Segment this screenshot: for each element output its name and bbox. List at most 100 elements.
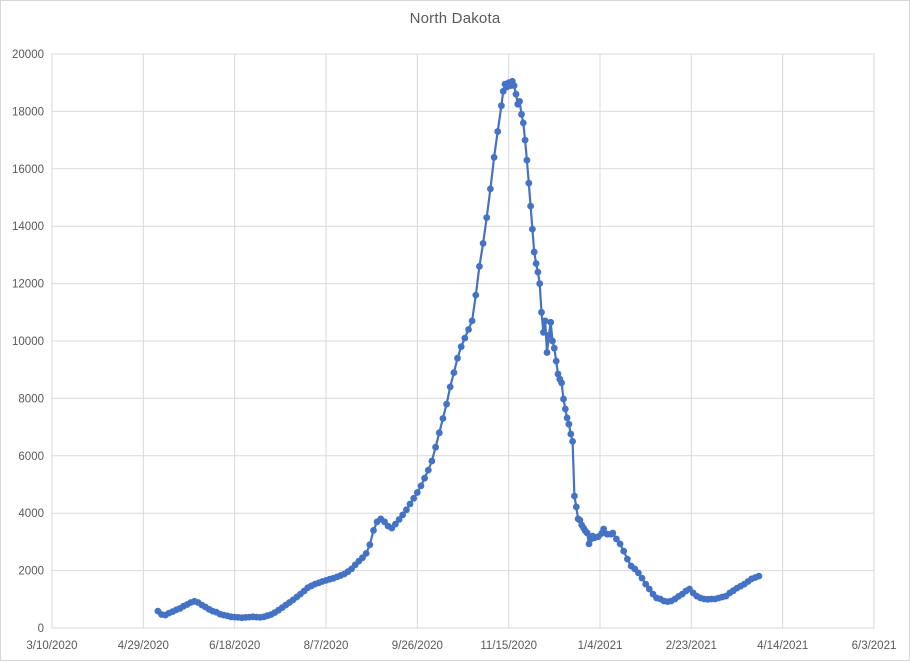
x-axis-tick-label: 9/26/2020 (392, 640, 443, 652)
data-point (512, 90, 520, 98)
y-axis-tick-label: 6000 (18, 451, 44, 463)
data-point (432, 443, 439, 451)
data-point (450, 369, 458, 376)
data-point (439, 415, 447, 422)
data-point (494, 128, 502, 135)
data-point (417, 482, 425, 490)
data-point (421, 474, 428, 482)
data-point (561, 405, 569, 413)
data-point (525, 179, 533, 187)
data-point (435, 429, 443, 437)
x-axis-tick-label: 6/18/2020 (209, 640, 260, 652)
y-axis-tick-label: 4000 (18, 508, 44, 520)
chart-title: North Dakota (409, 10, 501, 27)
x-axis-tick-label: 1/4/2021 (578, 640, 623, 652)
x-axis-tick-label: 2/23/2021 (666, 640, 717, 652)
x-axis-tick-label: 8/7/2020 (304, 640, 349, 652)
data-point (558, 379, 565, 387)
data-point (572, 503, 580, 511)
x-axis-tick-label: 4/29/2020 (118, 640, 169, 652)
data-point (536, 280, 544, 287)
data-point (406, 500, 414, 508)
data-point (567, 430, 575, 438)
data-point (454, 354, 461, 362)
data-point (465, 326, 472, 333)
data-point (552, 357, 560, 365)
data-point (490, 153, 498, 161)
series-line (156, 80, 760, 619)
data-point (366, 541, 374, 549)
data-point (554, 370, 562, 378)
data-point (519, 119, 527, 127)
data-point (413, 489, 421, 496)
data-point (527, 202, 534, 210)
data-point (428, 457, 436, 465)
data-point (498, 102, 505, 110)
y-axis-tick-label: 16000 (12, 164, 44, 176)
data-point (479, 240, 487, 247)
data-point (755, 572, 763, 580)
plot-border (51, 53, 875, 629)
data-point (541, 317, 549, 325)
data-point (461, 334, 469, 342)
data-point (534, 268, 542, 276)
data-point (635, 569, 642, 577)
y-axis-tick-label: 10000 (12, 336, 44, 348)
data-point (645, 585, 653, 593)
y-axis-tick-label: 0 (38, 623, 44, 635)
data-point (569, 438, 576, 445)
data-point (600, 525, 608, 533)
data-point (609, 529, 617, 537)
data-point (370, 527, 377, 534)
data-point (476, 263, 483, 270)
data-point (521, 136, 529, 144)
x-axis-tick-label: 3/10/2020 (26, 640, 77, 652)
y-axis-tick-label: 2000 (18, 566, 44, 578)
x-axis-tick-label: 11/15/2020 (480, 640, 537, 652)
data-point (516, 98, 523, 105)
data-point (472, 291, 480, 299)
data-point (487, 185, 494, 193)
data-point (545, 331, 553, 339)
data-point (547, 318, 555, 326)
y-axis-tick-label: 14000 (12, 221, 44, 233)
data-point (424, 466, 432, 474)
data-point (532, 260, 540, 267)
data-point (549, 337, 556, 345)
data-point (510, 82, 518, 89)
data-point (563, 414, 571, 422)
data-point (518, 110, 525, 118)
data-point (403, 506, 410, 514)
y-axis-tick-label: 12000 (12, 279, 44, 291)
data-point (571, 492, 578, 500)
data-point (624, 555, 631, 563)
data-point (613, 535, 620, 543)
data-point (565, 420, 573, 428)
data-point (543, 349, 551, 356)
x-axis-tick-label: 6/3/2021 (852, 640, 897, 652)
data-point (560, 395, 567, 403)
data-point (446, 383, 454, 391)
data-point (523, 156, 531, 164)
data-point (540, 329, 547, 336)
y-axis-tick-label: 20000 (12, 49, 44, 61)
x-axis-tick-label: 4/14/2021 (757, 640, 808, 652)
data-point (468, 317, 476, 325)
data-point (399, 511, 407, 519)
data-point (642, 580, 650, 588)
data-point (443, 400, 450, 408)
data-point (550, 344, 558, 352)
data-point (620, 547, 628, 555)
data-point (616, 540, 624, 548)
data-point (529, 225, 536, 233)
data-point (538, 308, 545, 316)
data-point (638, 574, 646, 582)
y-axis-tick-label: 8000 (18, 393, 44, 405)
data-point (362, 550, 370, 557)
data-point (410, 494, 418, 502)
data-point (583, 529, 591, 537)
data-point (457, 343, 465, 351)
data-point (395, 516, 403, 523)
